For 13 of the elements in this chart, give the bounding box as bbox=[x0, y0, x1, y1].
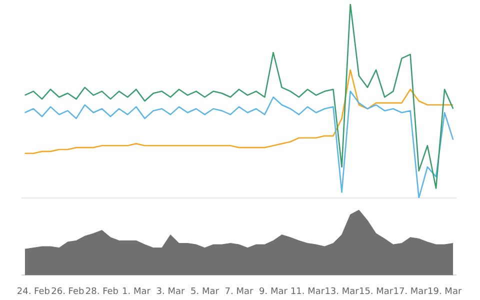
x-tick-label: 28. Feb bbox=[85, 286, 119, 297]
x-tick-label: 26. Feb bbox=[51, 286, 85, 297]
x-tick-label: 17. Mar bbox=[393, 286, 428, 297]
x-tick-label: 7. Mar bbox=[224, 286, 254, 297]
x-tick-label: 19. Mar bbox=[428, 286, 462, 297]
x-tick-label: 5. Mar bbox=[190, 286, 220, 297]
x-tick-label: 11. Mar bbox=[290, 286, 325, 297]
x-tick-label: 9. Mar bbox=[259, 286, 288, 297]
x-tick-label: 24. Feb bbox=[16, 286, 50, 297]
x-tick-label: 13. Mar bbox=[324, 286, 360, 297]
x-tick-label: 3. Mar bbox=[156, 286, 185, 297]
x-tick-label: 15. Mar bbox=[358, 286, 394, 297]
x-tick-label: 1. Mar bbox=[122, 286, 151, 297]
